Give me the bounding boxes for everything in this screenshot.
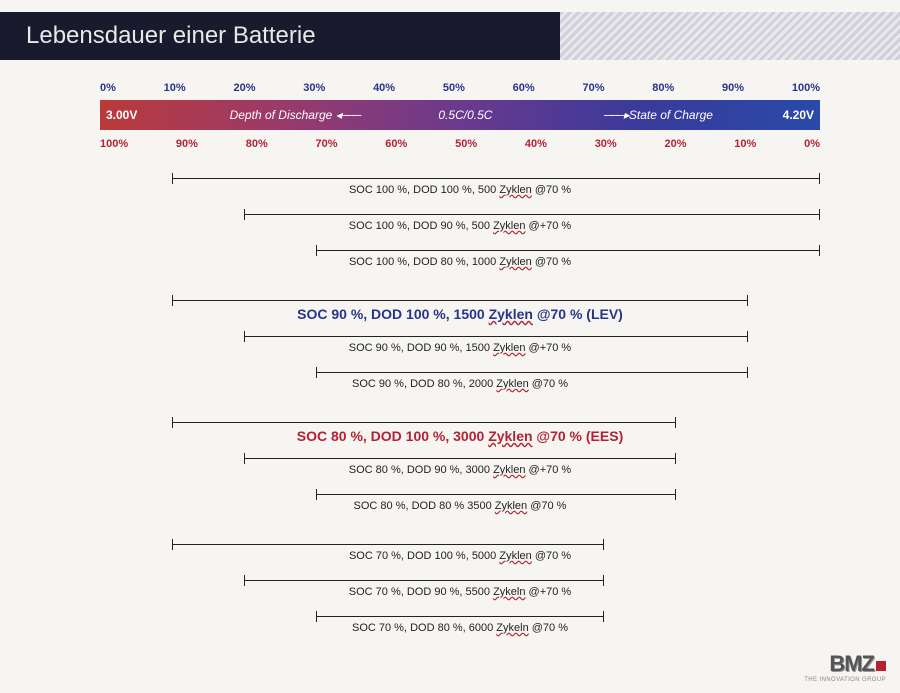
cycle-row: SOC 90 %, DOD 100 %, 1500 Zyklen @70 % (… [100,292,820,328]
axis-tick: 100% [100,138,128,150]
axis-tick: 60% [513,82,535,94]
range-bar [316,494,676,495]
axis-tick: 40% [525,138,547,150]
axis-tick: 60% [385,138,407,150]
axis-tick: 80% [652,82,674,94]
cycle-row: SOC 90 %, DOD 80 %, 2000 Zyklen @70 % [100,364,820,400]
axis-tick: 70% [582,82,604,94]
axis-tick: 80% [246,138,268,150]
cycle-label: SOC 70 %, DOD 80 %, 6000 Zykeln @70 % [100,622,820,634]
axis-tick: 10% [734,138,756,150]
logo-square-icon [876,661,886,671]
arrow-left-icon: ◂─── [336,108,360,122]
axis-top: 0% 10% 20% 30% 40% 50% 60% 70% 80% 90% 100% [100,82,820,94]
cycle-row: SOC 70 %, DOD 80 %, 6000 Zykeln @70 % [100,608,820,644]
cycle-label: SOC 90 %, DOD 90 %, 1500 Zyklen @+70 % [100,342,820,354]
axis-tick: 70% [316,138,338,150]
axis-tick: 0% [804,138,820,150]
range-bar [244,214,820,215]
range-bar [172,300,748,301]
range-bar [244,580,604,581]
title-bar: Lebensdauer einer Batterie [0,12,560,60]
cycle-row: SOC 100 %, DOD 90 %, 500 Zyklen @+70 % [100,206,820,242]
gradient-bar: 3.00V Depth of Discharge ◂─── 0.5C/0.5C … [100,100,820,130]
axis-tick: 50% [443,82,465,94]
range-bar [172,422,676,423]
range-bar [172,178,820,179]
cycle-label: SOC 100 %, DOD 80 %, 1000 Zyklen @70 % [100,256,820,268]
axis-tick: 30% [595,138,617,150]
cycle-label: SOC 90 %, DOD 80 %, 2000 Zyklen @70 % [100,378,820,390]
cycle-label: SOC 90 %, DOD 100 %, 1500 Zyklen @70 % (… [100,306,820,322]
cycle-row: SOC 90 %, DOD 90 %, 1500 Zyklen @+70 % [100,328,820,364]
axis-tick: 10% [164,82,186,94]
cycle-row: SOC 80 %, DOD 90 %, 3000 Zyklen @+70 % [100,450,820,486]
dod-label: Depth of Discharge ◂─── [230,108,360,122]
range-bar [316,372,748,373]
cycle-label: SOC 100 %, DOD 90 %, 500 Zyklen @+70 % [100,220,820,232]
axis-tick: 100% [792,82,820,94]
range-bar [244,336,748,337]
cycle-label: SOC 70 %, DOD 100 %, 5000 Zyklen @70 % [100,550,820,562]
axis-tick: 30% [303,82,325,94]
chart: 0% 10% 20% 30% 40% 50% 60% 70% 80% 90% 100% 3.00V … [100,82,820,642]
cycle-label: SOC 80 %, DOD 100 %, 3000 Zyklen @70 % (… [100,428,820,444]
c-rate: 0.5C/0.5C [438,108,492,122]
cycle-label: SOC 70 %, DOD 90 %, 5500 Zykeln @+70 % [100,586,820,598]
logo-tagline: THE INNOVATION GROUP [804,677,886,683]
axis-tick: 90% [722,82,744,94]
range-bar [244,458,676,459]
logo-text: BMZ [829,651,874,676]
axis-tick: 0% [100,82,116,94]
cycle-row: SOC 80 %, DOD 100 %, 3000 Zyklen @70 % (… [100,414,820,450]
logo: BMZ THE INNOVATION GROUP [804,651,886,683]
range-bar [316,616,604,617]
title-stripe [560,12,900,60]
voltage-right: 4.20V [783,108,814,122]
range-bar [172,544,604,545]
axis-tick: 90% [176,138,198,150]
cycle-row: SOC 70 %, DOD 90 %, 5500 Zykeln @+70 % [100,572,820,608]
cycle-label: SOC 80 %, DOD 90 %, 3000 Zyklen @+70 % [100,464,820,476]
range-bar [316,250,820,251]
axis-tick: 40% [373,82,395,94]
cycle-label: SOC 80 %, DOD 80 % 3500 Zyklen @70 % [100,500,820,512]
cycle-row: SOC 100 %, DOD 100 %, 500 Zyklen @70 % [100,170,820,206]
cycle-row: SOC 80 %, DOD 80 % 3500 Zyklen @70 % [100,486,820,522]
page-title: Lebensdauer einer Batterie [26,22,316,50]
axis-tick: 50% [455,138,477,150]
axis-bottom: 100% 90% 80% 70% 60% 50% 40% 30% 20% 10% 0% [100,138,820,150]
arrow-right-icon: ───▸ [604,108,629,122]
cycle-row: SOC 100 %, DOD 80 %, 1000 Zyklen @70 % [100,242,820,278]
soc-label: ───▸ State of Charge [604,108,713,122]
bars-area: SOC 100 %, DOD 100 %, 500 Zyklen @70 % SO… [100,170,820,644]
cycle-row: SOC 70 %, DOD 100 %, 5000 Zyklen @70 % [100,536,820,572]
cycle-label: SOC 100 %, DOD 100 %, 500 Zyklen @70 % [100,184,820,196]
voltage-left: 3.00V [106,108,137,122]
axis-tick: 20% [664,138,686,150]
axis-tick: 20% [233,82,255,94]
